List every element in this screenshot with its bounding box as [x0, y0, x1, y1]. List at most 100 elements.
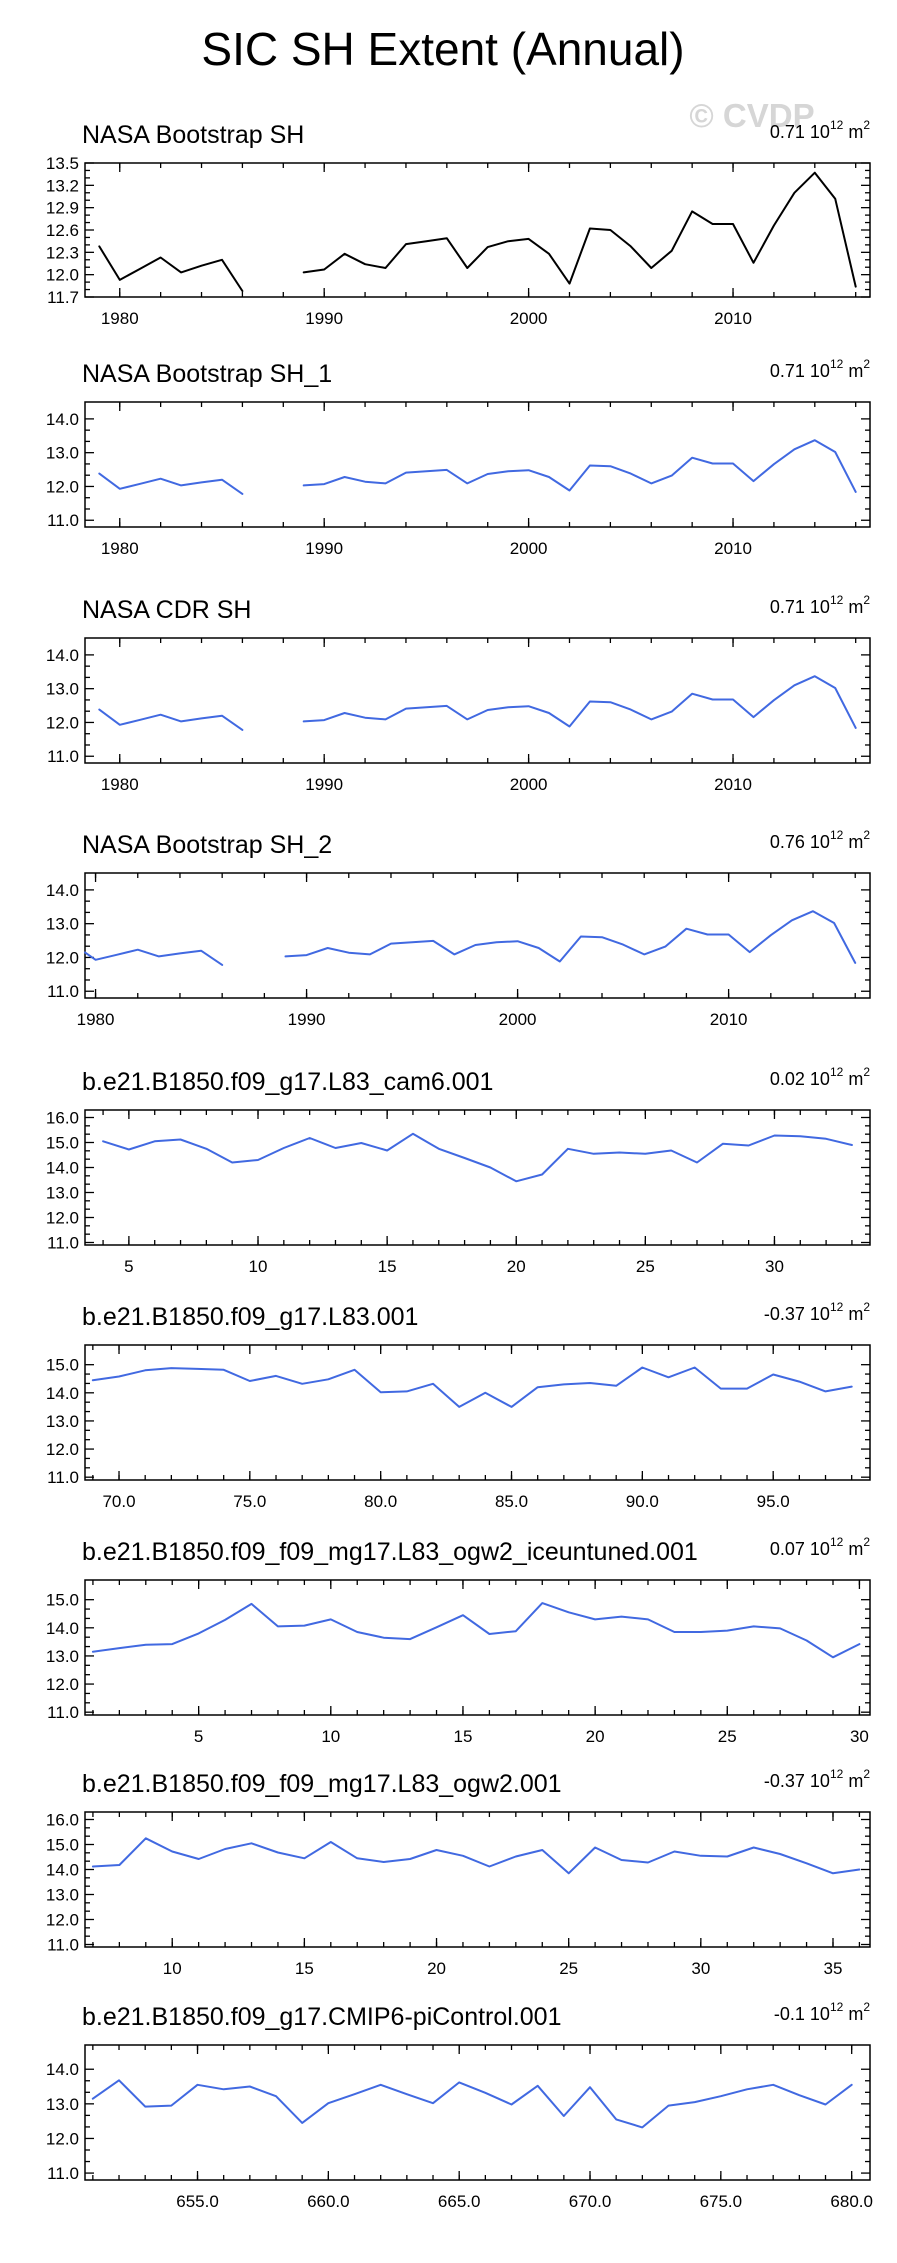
right-title-exponent: 12 [830, 828, 844, 842]
plot-frame [84, 1811, 871, 1948]
chart-panel: b.e21.B1850.f09_g17.CMIP6-piControl.001 -… [46, 2000, 873, 2211]
x-tick-label: 30 [765, 1257, 784, 1276]
panel-title: NASA Bootstrap SH [82, 121, 304, 149]
right-title-value: -0.37 10 [764, 1771, 830, 1791]
x-tick-label: 15 [378, 1257, 397, 1276]
panel-right-title: 0.07 1012 m2 [770, 1535, 870, 1559]
right-title-unit: m [843, 1069, 863, 1089]
right-title-exponent: 12 [830, 1300, 844, 1314]
panel-title: NASA CDR SH [82, 596, 251, 624]
right-title-value: 0.71 10 [770, 597, 830, 617]
x-tick-label: 675.0 [700, 2192, 743, 2211]
panel-title: b.e21.B1850.f09_f09_mg17.L83_ogw2.001 [82, 1770, 562, 1798]
y-tick-label: 15.0 [46, 1356, 79, 1375]
chart-panel: b.e21.B1850.f09_f09_mg17.L83_ogw2.001 -0.… [46, 1767, 871, 1978]
x-tick-label: 10 [163, 1959, 182, 1978]
x-tick-label: 2000 [510, 539, 548, 558]
right-title-unit-exponent: 2 [863, 118, 870, 132]
y-tick-label: 11.0 [47, 1468, 79, 1487]
y-tick-label: 11.0 [47, 1234, 79, 1253]
y-tick-label: 12.0 [46, 2129, 79, 2148]
y-tick-label: 13.0 [46, 1647, 79, 1666]
chart-panel: b.e21.B1850.f09_g17.L83_cam6.001 0.02 10 1… [46, 1065, 871, 1276]
right-title-unit: m [843, 361, 863, 381]
panel-title: NASA Bootstrap SH_2 [82, 831, 332, 859]
chart-panel: NASA CDR SH 0.71 1012 m2 11.0 12.0 13.0 14.0 1… [46, 593, 871, 794]
x-tick-label: 670.0 [569, 2192, 612, 2211]
y-tick-label: 14.0 [46, 1159, 79, 1178]
panel-title: NASA Bootstrap SH_1 [82, 360, 332, 388]
y-tick-label: 14.0 [46, 2060, 79, 2079]
y-tick-label: 14.0 [46, 646, 79, 665]
plot-frame [84, 637, 871, 764]
x-tick-label: 10 [249, 1257, 268, 1276]
x-tick-label: 1980 [77, 1010, 115, 1029]
plot-frame [84, 1109, 871, 1246]
right-title-value: 0.71 10 [770, 361, 830, 381]
x-tick-label: 5 [194, 1727, 203, 1746]
right-title-value: 0.71 10 [770, 122, 830, 142]
x-tick-label: 15 [295, 1959, 314, 1978]
y-tick-label: 12.0 [46, 1675, 79, 1694]
x-tick-label: 2010 [714, 539, 752, 558]
y-tick-label: 11.0 [47, 982, 79, 1001]
panel-right-title: -0.1 1012 m2 [774, 2000, 870, 2024]
y-tick-label: 11.0 [47, 747, 79, 766]
y-tick-label: 12.9 [46, 199, 79, 218]
figure-title: SIC SH Extent (Annual) [201, 23, 684, 75]
x-tick-label: 25 [718, 1727, 737, 1746]
y-tick-label: 11.7 [47, 288, 79, 307]
x-tick-label: 2010 [714, 309, 752, 328]
series-line [102, 1132, 853, 1183]
x-tick-label: 95.0 [757, 1492, 790, 1511]
right-title-unit: m [843, 122, 863, 142]
y-tick-label: 11.0 [47, 1936, 79, 1955]
panel-title: b.e21.B1850.f09_g17.L83_cam6.001 [82, 1068, 493, 1096]
panel-title: b.e21.B1850.f09_g17.CMIP6-piControl.001 [82, 2003, 562, 2031]
x-tick-label: 70.0 [102, 1492, 135, 1511]
x-tick-label: 1990 [305, 775, 343, 794]
x-tick-label: 2000 [510, 775, 548, 794]
right-title-exponent: 12 [830, 593, 844, 607]
chart-panel: NASA Bootstrap SH_1 0.71 1012 m2 11.0 12.0 1… [46, 357, 871, 558]
right-title-unit-exponent: 2 [863, 1535, 870, 1549]
x-tick-label: 2000 [499, 1010, 537, 1029]
y-tick-label: 13.5 [46, 154, 79, 173]
y-tick-label: 11.0 [47, 511, 79, 530]
x-tick-label: 35 [824, 1959, 843, 1978]
x-tick-label: 680.0 [830, 2192, 873, 2211]
right-title-unit: m [843, 1539, 863, 1559]
x-tick-label: 90.0 [626, 1492, 659, 1511]
y-tick-label: 11.0 [47, 2164, 79, 2183]
right-title-exponent: 12 [830, 1535, 844, 1549]
y-tick-label: 16.0 [46, 1109, 79, 1128]
x-tick-label: 2010 [710, 1010, 748, 1029]
right-title-exponent: 12 [830, 1767, 844, 1781]
right-title-unit-exponent: 2 [863, 1300, 870, 1314]
series-line [98, 439, 857, 495]
y-tick-label: 12.0 [46, 266, 79, 285]
y-tick-label: 13.0 [46, 680, 79, 699]
y-tick-label: 16.0 [46, 1811, 79, 1830]
y-tick-label: 13.2 [46, 176, 79, 195]
panel-right-title: 0.71 1012 m2 [770, 593, 870, 617]
right-title-unit-exponent: 2 [863, 1767, 870, 1781]
x-tick-label: 30 [850, 1727, 869, 1746]
chart-panel: b.e21.B1850.f09_f09_mg17.L83_ogw2_iceunt… [46, 1535, 871, 1746]
series-line [91, 1366, 853, 1408]
series-line [91, 1602, 861, 1659]
x-tick-label: 15 [454, 1727, 473, 1746]
right-title-unit: m [843, 2004, 863, 2024]
y-tick-label: 14.0 [46, 881, 79, 900]
chart-panel: b.e21.B1850.f09_g17.L83.001 -0.37 1012 m2… [46, 1300, 871, 1511]
y-tick-label: 11.0 [47, 1703, 79, 1722]
panels: NASA Bootstrap SH 0.71 1012 m211.712.012.… [46, 118, 873, 2211]
y-tick-label: 13.0 [46, 444, 79, 463]
x-tick-label: 20 [507, 1257, 526, 1276]
x-tick-label: 665.0 [438, 2192, 481, 2211]
y-tick-label: 12.0 [46, 948, 79, 967]
right-title-exponent: 12 [830, 118, 844, 132]
right-title-value: 0.02 10 [770, 1069, 830, 1089]
right-title-value: -0.1 10 [774, 2004, 830, 2024]
